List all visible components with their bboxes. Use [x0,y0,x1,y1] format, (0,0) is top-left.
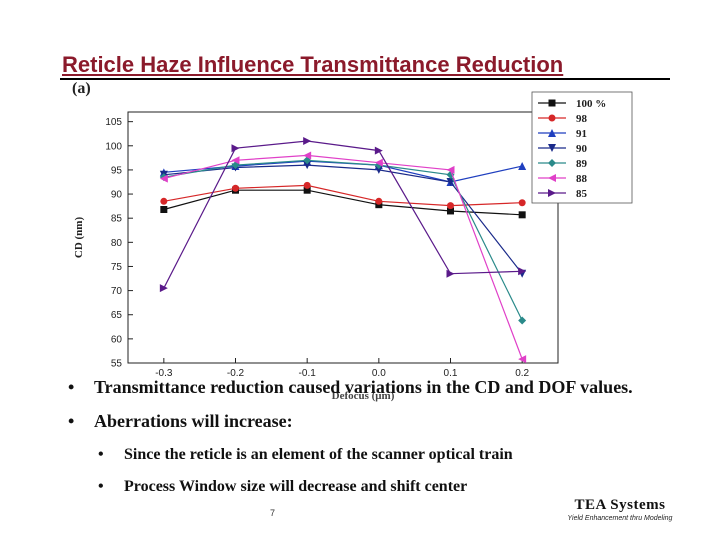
brand-block: TEA Systems Yield Enhancement thru Model… [555,497,685,522]
series-marker [160,206,168,214]
series-group [160,181,526,210]
series-marker [518,316,527,325]
series-marker [159,174,168,183]
series-marker [231,144,240,153]
sub-bullet-dot: • [98,446,104,463]
chart-panel-label: (a) [72,80,91,97]
y-tick-label: 100 [105,141,122,152]
bullet-dot: • [68,411,75,431]
sub-bullet-text: Process Window size will decrease and sh… [124,478,468,495]
series-marker [447,207,454,215]
series-marker [446,165,455,174]
x-tick-label: 0.1 [444,368,458,379]
bullet-item: • Transmittance reduction caused variati… [68,378,708,396]
series-marker [518,211,526,219]
series-marker [374,165,383,174]
y-tick-label: 55 [111,359,123,370]
chart-axes: 55 60 65 70 75 80 85 90 95 100 105 -0.3 -0.2 -0.1 0.0 0… [73,117,530,402]
series-marker [548,129,556,137]
legend-label: 100 % [576,98,606,110]
series-line [163,184,523,207]
series-line [163,189,523,216]
series-group [159,151,527,364]
y-tick-label: 105 [105,117,122,128]
series-marker [232,184,239,192]
series-marker [518,355,527,364]
series-line [163,140,523,289]
slide-title: Reticle Haze Influence Transmittance Red… [62,52,564,77]
brand-name: TEA Systems [574,497,666,513]
sub-bullet-dot: • [98,478,104,495]
bullet-list: • Transmittance reduction caused variati… [68,378,708,496]
bullet-text: Aberrations will increase: [94,411,293,431]
series-group [159,136,527,293]
sub-bullet-item: • Process Window size will decrease and … [68,478,708,496]
series-marker [231,156,240,165]
brand-tagline: Yield Enhancement thru Modeling [567,515,673,522]
plot-frame [127,111,559,364]
plot-area [127,111,559,364]
series-marker [159,284,168,293]
y-axis-label: CD (nm) [73,217,85,259]
chart-legend: 100 % 98 91 90 89 88 85 [531,91,633,204]
title-underline-rule [60,78,670,80]
series-marker [548,144,556,152]
page-number: 7 [270,508,276,518]
sub-bullet-item: • Since the reticle is an element of the… [68,446,708,464]
series-marker [446,269,455,278]
bullet-item: • Aberrations will increase: [68,412,708,430]
legend-label: 88 [576,173,588,185]
legend-label: 90 [576,143,588,155]
y-tick-label: 95 [111,165,123,176]
x-axis-label: Defocus (μm) [332,390,395,402]
legend-label: 91 [576,128,587,140]
series-marker [303,181,311,189]
series-marker [375,197,383,205]
series-marker [160,197,168,205]
series-marker [518,162,527,171]
x-tick-label: -0.3 [155,368,173,379]
bullet-dot: • [68,377,75,397]
legend-label: 89 [576,158,588,170]
series-marker [303,136,312,145]
legend-label: 98 [576,113,588,125]
sub-bullet-text: Since the reticle is an element of the s… [124,446,513,463]
series-marker [303,156,312,165]
y-tick-label: 65 [111,310,123,321]
series-marker [518,199,526,207]
y-tick-label: 70 [111,286,123,297]
cd-vs-defocus-chart: 55 60 65 70 75 80 85 90 95 100 105 -0.3 -0.2 -0.1 0.0 0… [73,91,633,402]
series-layer [159,136,527,364]
series-marker [548,189,556,197]
series-marker [374,158,383,167]
series-marker [303,161,312,170]
series-marker [548,99,556,107]
series-marker [447,202,454,210]
series-marker [548,159,556,167]
series-line [163,159,523,321]
series-line [163,164,523,275]
legend-label: 85 [576,188,588,200]
series-marker [548,114,556,122]
series-marker [303,186,311,194]
y-tick-label: 90 [111,190,123,201]
x-tick-label: 0.2 [515,368,529,379]
y-tick-label: 85 [111,214,123,225]
series-marker [303,151,312,160]
x-tick-label: 0.0 [372,368,386,379]
y-tick-label: 75 [111,262,123,273]
series-marker [548,174,556,182]
x-tick-label: -0.2 [227,368,245,379]
bullet-text: Transmittance reduction caused variation… [94,377,633,397]
y-tick-label: 80 [111,238,123,249]
x-tick-label: -0.1 [299,368,317,379]
series-marker [518,267,527,276]
series-marker [374,146,383,155]
y-tick-label: 60 [111,334,123,345]
series-line [163,154,523,360]
